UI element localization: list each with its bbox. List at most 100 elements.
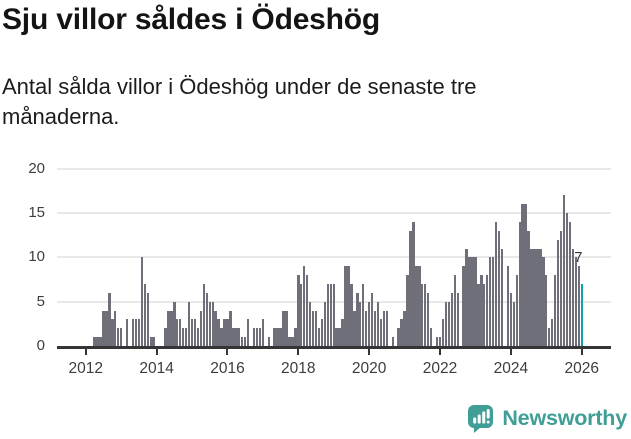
bar [406,275,409,346]
bar [282,310,285,346]
bar [291,337,294,346]
bar [114,310,117,346]
bar [447,301,451,346]
bar [99,337,102,346]
newsworthy-logo-icon [468,405,494,433]
last-value-annotation: 7 [574,250,583,266]
bar [367,301,371,346]
bar [329,283,332,346]
bar [267,337,270,346]
bar [571,248,575,346]
bar [211,301,214,346]
bar [400,319,403,346]
bar [468,257,471,346]
bar [373,310,377,346]
brand-footer: Newsworthy [467,401,627,435]
gridline-y-15 [57,212,611,215]
bar [362,283,365,346]
bar [521,204,524,346]
bar [255,328,259,346]
x-axis-tick [580,349,583,355]
bar [441,319,445,346]
x-axis-tick [368,349,371,355]
bar [246,319,250,346]
bar [338,328,341,346]
bar [412,221,415,346]
bar [258,328,262,346]
bar [261,319,265,346]
bar [303,266,306,346]
bar [403,310,406,346]
bar [341,319,344,346]
bar [146,292,149,346]
highlighted-bar [580,283,583,346]
bar [488,257,492,346]
bar [300,283,303,346]
bar [193,319,197,346]
bar [556,239,560,346]
bar [134,319,138,346]
bar [545,275,548,346]
bar [418,266,421,346]
bar [421,283,424,346]
x-axis-tick [297,349,300,355]
gridline-y-20 [57,167,611,170]
bar [438,337,442,346]
bar [344,266,347,346]
bar [444,301,448,346]
bar [137,319,141,346]
bar [311,310,315,346]
bar [196,328,200,346]
bar [424,283,427,346]
bar [524,204,527,346]
x-axis-tick [439,349,441,355]
bar [491,257,495,346]
x-axis-tick [155,349,158,355]
bar [323,301,327,346]
chart-subtitle: Antal sålda villor i Ödeshög under de se… [2,74,477,129]
bar [170,310,173,346]
bar [568,221,572,346]
bar [238,328,241,346]
x-axis-label: 2026 [564,360,599,377]
gridline-y-10 [57,256,611,259]
bar [512,301,515,346]
bar [179,319,182,346]
bar [285,310,288,346]
bar [559,230,563,346]
bar [453,275,456,346]
bar [96,337,99,346]
bar [415,266,418,346]
bar [243,337,247,346]
y-axis-label: 20 [28,159,45,177]
bar [294,328,297,346]
x-axis-label: 2018 [281,360,316,377]
bar [229,310,232,346]
bar [184,328,188,346]
bar [320,319,324,346]
bar [252,328,256,346]
bar [429,328,433,346]
bar [356,292,359,346]
y-axis-label: 10 [28,248,45,266]
bar [379,319,383,346]
bar [542,257,545,346]
bar [314,310,318,346]
x-axis-label: 2024 [493,360,529,377]
bar [465,248,468,346]
bar [533,248,536,346]
bar [471,257,474,346]
bar [164,328,167,346]
bar [149,337,152,346]
bar [347,266,350,346]
y-axis-label: 5 [36,292,45,310]
bar [167,310,170,346]
bar [125,319,129,346]
bar [530,248,533,346]
page-title: Sju villor såldes i Ödeshög [2,3,381,36]
bar [214,310,217,346]
bar [397,328,400,346]
y-axis-label: 0 [36,337,45,354]
bar [474,257,477,346]
